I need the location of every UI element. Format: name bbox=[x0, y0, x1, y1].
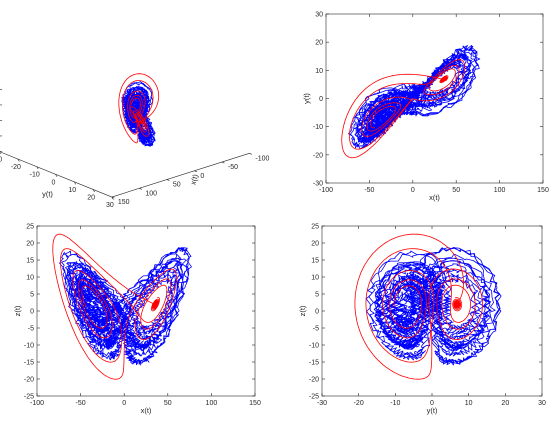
x-axis-label: x(t) bbox=[188, 173, 200, 186]
x-tick-label: -50 bbox=[364, 187, 374, 194]
x-tick-label: -100 bbox=[255, 155, 269, 162]
y-tick-label: 0 bbox=[52, 179, 56, 186]
panel-4: -30 -20 -10 0 10 20 30 -25 -20 -15 -10 -5 0 5 10 15 20 25… bbox=[298, 224, 546, 416]
y-tick-label: 10 bbox=[26, 275, 34, 282]
x-tick-label: 0 bbox=[430, 400, 434, 407]
y-tick-label: -25 bbox=[309, 394, 319, 401]
y-tick-label: 0 bbox=[315, 309, 319, 316]
x-tick-mark bbox=[194, 170, 198, 173]
y-tick-label: 0 bbox=[319, 96, 323, 103]
y-tick-label: -15 bbox=[309, 360, 319, 367]
x-tick-label: 0 bbox=[200, 173, 204, 180]
y-tick-mark bbox=[0, 152, 1, 155]
series-line-trajectory-1 bbox=[354, 233, 483, 380]
y-tick-label: 15 bbox=[26, 258, 34, 265]
x-tick-label: -100 bbox=[30, 400, 44, 407]
x-tick-label: 50 bbox=[164, 400, 172, 407]
y-tick-label: -10 bbox=[24, 343, 34, 350]
y-tick-mark bbox=[92, 189, 95, 193]
y-tick-label: -30 bbox=[313, 181, 323, 188]
y-tick-label: 20 bbox=[26, 241, 34, 248]
x-tick-label: 100 bbox=[145, 190, 157, 197]
y-tick-label: -10 bbox=[309, 343, 319, 350]
y-tick-label: -10 bbox=[30, 172, 40, 179]
x-tick-label: -50 bbox=[228, 164, 238, 171]
y-tick-label: -10 bbox=[313, 124, 323, 131]
x-tick-mark bbox=[249, 153, 253, 155]
x-tick-mark bbox=[221, 161, 225, 164]
y-axis-label: y(t) bbox=[42, 189, 53, 198]
y-tick-label: -30 bbox=[0, 156, 2, 163]
panel-1: -30-20-100102030-100-50050100150-20-1001… bbox=[0, 73, 270, 209]
y-tick-mark bbox=[55, 174, 58, 177]
series-line-trajectory-2 bbox=[365, 247, 502, 366]
y-tick-label: 10 bbox=[68, 187, 76, 194]
y-tick-label: 0 bbox=[30, 309, 34, 316]
y-tick-label: -15 bbox=[24, 360, 34, 367]
x-axis-label: y(t) bbox=[427, 406, 438, 415]
x-tick-label: -100 bbox=[319, 187, 333, 194]
y-tick-label: -20 bbox=[309, 377, 319, 384]
x-tick-label: -20 bbox=[354, 400, 364, 407]
y-tick-label: 5 bbox=[315, 292, 319, 299]
x-tick-label: 50 bbox=[173, 182, 181, 189]
y-tick-label: 15 bbox=[311, 258, 319, 265]
panel-3: -100 -50 0 50 100 150-25-20-15-10-50510152025… bbox=[13, 224, 261, 416]
y-axis-label: z(t) bbox=[13, 305, 22, 316]
x-tick-label: 0 bbox=[122, 400, 126, 407]
y-tick-label: 25 bbox=[26, 224, 34, 231]
y-tick-mark bbox=[17, 158, 20, 162]
y-tick-mark bbox=[74, 181, 77, 185]
y-tick-label: 20 bbox=[311, 241, 319, 248]
y-tick-label: -20 bbox=[11, 164, 21, 171]
series-line-trajectory-1 bbox=[341, 59, 466, 159]
x-axis-line bbox=[111, 153, 250, 198]
y-tick-label: -5 bbox=[313, 326, 319, 333]
y-tick-label: 25 bbox=[311, 224, 319, 231]
y-tick-label: -5 bbox=[28, 326, 34, 333]
y-tick-label: 5 bbox=[30, 292, 34, 299]
x-tick-label: -30 bbox=[317, 400, 327, 407]
series-line-trajectory-1 bbox=[118, 73, 160, 144]
y-tick-label: -25 bbox=[24, 394, 34, 401]
y-tick-label: 20 bbox=[315, 40, 323, 47]
x-tick-label: 10 bbox=[465, 400, 473, 407]
series-line-trajectory-2 bbox=[348, 45, 481, 150]
x-tick-label: 100 bbox=[494, 187, 506, 194]
series-line-trajectory-2 bbox=[59, 247, 192, 366]
y-tick-label: 10 bbox=[315, 68, 323, 75]
x-tick-label: 150 bbox=[537, 187, 549, 194]
y-tick-label: 20 bbox=[87, 194, 95, 201]
y-axis-label: z(t) bbox=[298, 305, 307, 316]
x-tick-mark bbox=[139, 188, 143, 190]
x-tick-mark bbox=[111, 196, 115, 199]
y-tick-label: 30 bbox=[315, 12, 323, 19]
x-tick-label: 100 bbox=[206, 400, 218, 407]
x-tick-label: 20 bbox=[501, 400, 509, 407]
x-tick-label: 0 bbox=[411, 187, 415, 194]
x-tick-label: 50 bbox=[452, 187, 460, 194]
y-tick-label: 30 bbox=[106, 202, 114, 209]
x-tick-label: -10 bbox=[390, 400, 400, 407]
x-tick-label: 150 bbox=[249, 400, 261, 407]
x-tick-label: -50 bbox=[76, 400, 86, 407]
y-tick-label: -20 bbox=[24, 377, 34, 384]
series-line-trajectory-1 bbox=[52, 233, 177, 380]
x-tick-label: 150 bbox=[118, 199, 130, 206]
y-tick-label: 10 bbox=[311, 275, 319, 282]
y-tick-label: -20 bbox=[313, 152, 323, 159]
y-tick-mark bbox=[36, 166, 39, 170]
y-axis-line bbox=[0, 151, 113, 198]
x-tick-mark bbox=[166, 179, 170, 181]
y-axis-label: y(t) bbox=[302, 93, 311, 104]
x-axis-label: x(t) bbox=[141, 406, 152, 415]
x-axis-label: x(t) bbox=[429, 193, 440, 202]
x-tick-label: 30 bbox=[538, 400, 546, 407]
